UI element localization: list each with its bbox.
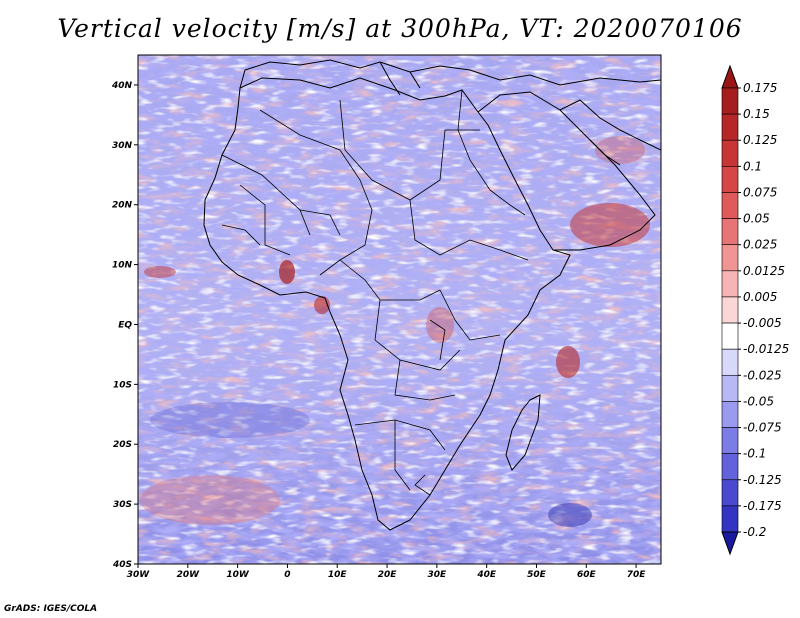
- lat-tick-label: 10S: [113, 380, 132, 390]
- colorbar-swatch: [721, 479, 739, 507]
- colorbar-label: -0.2: [743, 525, 766, 539]
- colorbar-swatch: [721, 270, 739, 298]
- lat-tick-label: 20S: [113, 440, 132, 450]
- colorbar-label: 0.175: [743, 81, 777, 95]
- colorbar-label: -0.125: [743, 473, 782, 487]
- lat-tick-label: 20N: [112, 201, 133, 211]
- map-title: Vertical velocity [m/s] at 300hPa, VT: 2…: [57, 14, 743, 43]
- grads-credit: GrADS: IGES/COLA: [4, 604, 98, 614]
- coastlines: [203, 59, 661, 531]
- colorbar-swatch: [721, 113, 739, 141]
- colorbar: 0.175 0.15 0.125 0.1 0.075 0.05 0.025 0.0125 0.0…: [721, 64, 789, 556]
- colorbar-label: -0.0125: [743, 342, 789, 356]
- lat-tick-label: 40S: [112, 560, 132, 570]
- lon-tick-label: 70E: [627, 570, 647, 580]
- colorbar-swatch: [721, 244, 739, 272]
- colorbar-label: -0.05: [743, 394, 774, 408]
- colorbar-swatch: [721, 218, 739, 246]
- colorbar-bottom-arrow: [721, 531, 739, 556]
- colorbar-swatch: [721, 87, 739, 115]
- colorbar-swatch: [721, 427, 739, 454]
- colorbar-label: -0.075: [743, 421, 782, 435]
- colorbar-swatch: [721, 139, 739, 167]
- colorbar-label: 0.125: [743, 133, 777, 147]
- colorbar-label: 0.05: [743, 212, 770, 226]
- colorbar-swatch: [721, 374, 739, 402]
- colorbar-label: 0.025: [743, 238, 777, 252]
- map-frame: [137, 54, 662, 565]
- lon-tick-label: 0: [284, 570, 290, 580]
- colorbar-swatch: [721, 453, 739, 481]
- colorbar-label: 0.005: [743, 290, 777, 304]
- lat-tick-label: 10N: [112, 261, 133, 271]
- lon-tick-label: 30W: [127, 570, 151, 580]
- colorbar-swatch: [721, 348, 739, 376]
- lon-tick-label: 30E: [428, 570, 448, 580]
- lon-tick-label: 10E: [328, 570, 348, 580]
- colorbar-swatch: [721, 296, 739, 324]
- lon-tick-label: 60E: [577, 570, 597, 580]
- colorbar-label: 0.1: [743, 159, 762, 173]
- lat-tick-label: EQ: [118, 320, 132, 330]
- colorbar-swatch: [721, 166, 739, 193]
- country-borders: [221, 89, 529, 496]
- colorbar-swatch: [721, 505, 739, 533]
- colorbar-top-arrow: [721, 64, 739, 89]
- longitude-axis: 30W 20W 10W 0 10E 20E 30E 40E 50E 60E 70E: [127, 564, 647, 580]
- colorbar-label: 0.075: [743, 185, 777, 199]
- colorbar-label: -0.005: [743, 316, 782, 330]
- lon-tick-label: 40E: [476, 570, 497, 580]
- colorbar-swatch: [721, 192, 739, 219]
- lat-tick-label: 30N: [112, 141, 133, 151]
- lat-tick-label: 30S: [113, 500, 132, 510]
- colorbar-swatch: [721, 322, 739, 350]
- colorbar-label: -0.1: [743, 447, 766, 461]
- lon-tick-label: 10W: [226, 570, 250, 580]
- colorbar-label: 0.15: [743, 107, 770, 121]
- colorbar-label: -0.175: [743, 499, 782, 513]
- lon-tick-label: 20W: [177, 570, 201, 580]
- lat-tick-label: 40N: [111, 81, 133, 91]
- colorbar-label: 0.0125: [743, 264, 785, 278]
- colorbar-label: -0.025: [743, 368, 782, 382]
- colorbar-swatch: [721, 401, 739, 428]
- vertical-velocity-field: [138, 55, 661, 564]
- lon-tick-label: 20E: [378, 570, 398, 580]
- lon-tick-label: 50E: [527, 570, 547, 580]
- latitude-axis: 40N 30N 20N 10N EQ 10S 20S 30S 40S: [111, 81, 138, 570]
